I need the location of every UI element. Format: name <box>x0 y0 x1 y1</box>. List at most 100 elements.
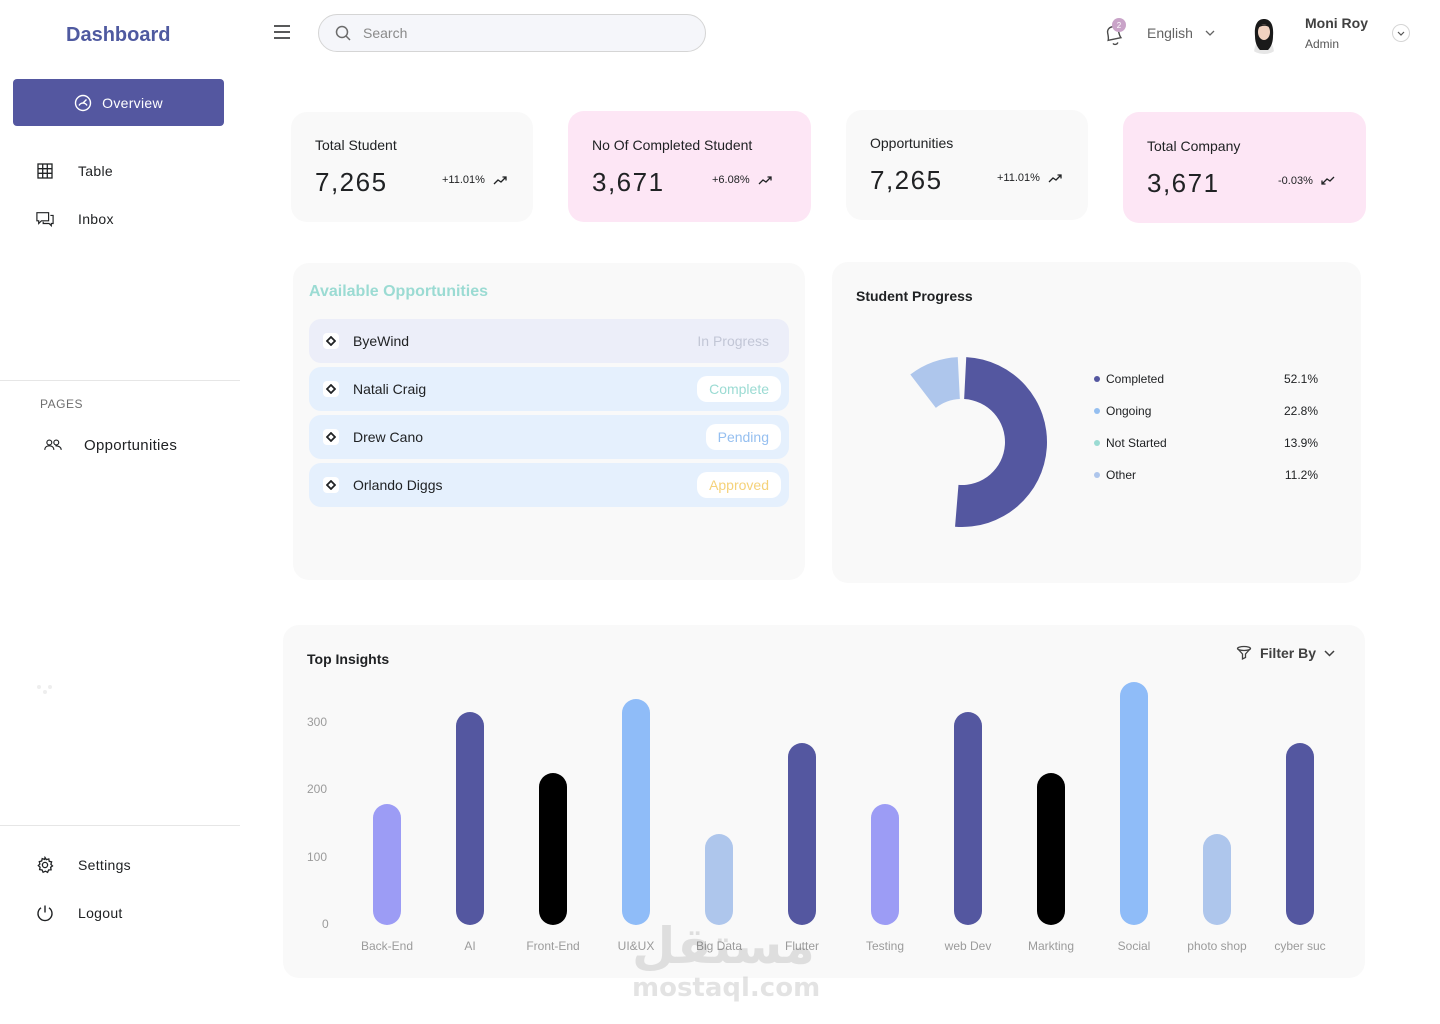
search-icon <box>335 25 351 41</box>
x-tick-label: Social <box>1117 939 1151 953</box>
stat-value: 7,265 <box>315 167 388 197</box>
top-insights-panel: Top Insights Filter By 0 100 200 300 Back-En… <box>283 625 1365 978</box>
opportunity-row[interactable]: Natali Craig Complete <box>309 367 789 411</box>
bar-photo-shop[interactable] <box>1203 833 1231 925</box>
diamond-icon <box>323 429 339 445</box>
legend-bullet <box>1094 376 1100 382</box>
opportunity-name: ByeWind <box>353 333 410 349</box>
sidebar-item-opportunities[interactable]: Opportunities <box>44 436 177 454</box>
x-tick-label: cyber suc <box>1274 939 1326 953</box>
x-tick-label: Front-End <box>526 939 580 953</box>
status-badge: In Progress <box>697 333 769 349</box>
stat-trend-value: +11.01% <box>997 172 1040 184</box>
stat-label: Opportunities <box>870 135 954 151</box>
watermark-arabic: مستقل <box>632 917 815 975</box>
student-progress-donut <box>910 357 1048 527</box>
bar-cyber-suc[interactable] <box>1286 742 1314 925</box>
stat-label: Total Student <box>315 137 397 153</box>
legend-item: Not Started 13.9% <box>1094 436 1318 450</box>
bar-ai[interactable] <box>456 712 484 925</box>
x-tick-label: Back-End <box>360 939 414 953</box>
menu-icon[interactable] <box>272 24 292 42</box>
stat-trend: -0.03% <box>1278 175 1335 187</box>
stat-label: No Of Completed Student <box>592 137 753 153</box>
sidebar-item-settings[interactable]: Settings <box>36 856 131 874</box>
stat-card-total-student: Total Student 7,265 +11.01% <box>291 112 533 222</box>
language-selector[interactable]: English <box>1147 25 1215 41</box>
legend-bullet <box>1094 440 1100 446</box>
user-name: Moni Roy <box>1305 15 1368 31</box>
sidebar-item-logout[interactable]: Logout <box>36 904 123 922</box>
bar-social[interactable] <box>1120 682 1148 925</box>
opportunity-row[interactable]: Orlando Diggs Approved <box>309 463 789 507</box>
legend-label: Other <box>1106 468 1137 482</box>
bell-icon <box>1106 25 1123 46</box>
stat-label: Total Company <box>1147 138 1241 154</box>
diamond-icon <box>323 333 339 349</box>
notifications-button[interactable]: 2 <box>1102 18 1128 48</box>
gauge-icon <box>74 94 92 111</box>
opportunity-row[interactable]: Drew Cano Pending <box>309 415 789 459</box>
stat-trend-value: -0.03% <box>1278 175 1313 187</box>
top-insights-title: Top Insights <box>307 651 390 667</box>
opportunity-name: Natali Craig <box>353 381 427 397</box>
opportunity-row[interactable]: ByeWind In Progress <box>309 319 789 363</box>
donut-slice-completed <box>955 357 1048 527</box>
sidebar-divider <box>0 825 240 826</box>
opportunities-panel: Available Opportunities ByeWind In Progre… <box>293 263 805 580</box>
legend-item: Other 11.2% <box>1094 468 1318 482</box>
bar-testing[interactable] <box>871 803 899 925</box>
sidebar-item-label: Opportunities <box>84 436 178 454</box>
brand-title[interactable]: Dashboard <box>66 24 171 46</box>
status-badge: Approved <box>697 472 781 498</box>
y-tick-label: 100 <box>307 849 328 864</box>
trend-up-icon <box>1048 174 1062 183</box>
search-input[interactable] <box>363 25 683 41</box>
bar-markting[interactable] <box>1037 773 1065 925</box>
sidebar-item-label: Logout <box>78 905 123 921</box>
search-bar <box>318 14 706 52</box>
bar-front-end[interactable] <box>539 773 567 925</box>
x-tick-label: Testing <box>865 939 905 953</box>
filter-by-button[interactable]: Filter By <box>1236 645 1335 661</box>
chevron-down-icon <box>1397 31 1405 36</box>
stat-trend: +11.01% <box>442 174 507 186</box>
filter-icon <box>1236 645 1252 661</box>
legend-bullet <box>1094 472 1100 478</box>
bar-big-data[interactable] <box>705 833 733 925</box>
legend-value: 52.1% <box>1283 372 1318 386</box>
sidebar-item-overview[interactable]: Overview <box>13 79 224 126</box>
language-label: English <box>1147 25 1193 41</box>
stat-value: 3,671 <box>1147 168 1220 198</box>
legend-value: 11.2% <box>1284 468 1318 482</box>
sidebar-item-inbox[interactable]: Inbox <box>36 210 114 228</box>
chevron-down-icon <box>1205 30 1215 36</box>
bar-ui-ux[interactable] <box>622 698 650 925</box>
stat-trend-value: +6.08% <box>712 174 750 186</box>
sidebar-item-label: Table <box>78 163 113 179</box>
bar-back-end[interactable] <box>373 803 401 925</box>
sidebar-item-table[interactable]: Table <box>36 162 113 180</box>
student-progress-panel: Student Progress Completed 52.1% Ongoing 22… <box>832 262 1361 583</box>
legend-value: 13.9% <box>1283 436 1318 450</box>
users-icon <box>44 436 62 454</box>
avatar[interactable] <box>1244 14 1284 54</box>
legend-item: Ongoing 22.8% <box>1094 404 1318 418</box>
mostaql-watermark: مستقل mostaql.com <box>632 917 820 1008</box>
y-tick-label: 300 <box>307 714 328 729</box>
bar-web-dev[interactable] <box>954 712 982 925</box>
stat-trend-value: +11.01% <box>442 174 485 186</box>
bar-flutter[interactable] <box>788 742 816 925</box>
status-badge: Pending <box>705 424 781 450</box>
pages-section-label: PAGES <box>40 397 83 411</box>
x-tick-label: Big Data <box>695 939 743 953</box>
trend-up-icon <box>493 176 507 185</box>
table-icon <box>36 162 54 180</box>
user-menu-button[interactable] <box>1392 24 1410 42</box>
x-tick-label: web Dev <box>944 939 992 953</box>
legend-item: Completed 52.1% <box>1094 372 1318 386</box>
sidebar-item-label: Inbox <box>78 211 114 227</box>
x-tick-label: Flutter <box>784 939 819 953</box>
legend-label: Not Started <box>1106 436 1167 450</box>
stat-trend: +6.08% <box>712 174 772 186</box>
